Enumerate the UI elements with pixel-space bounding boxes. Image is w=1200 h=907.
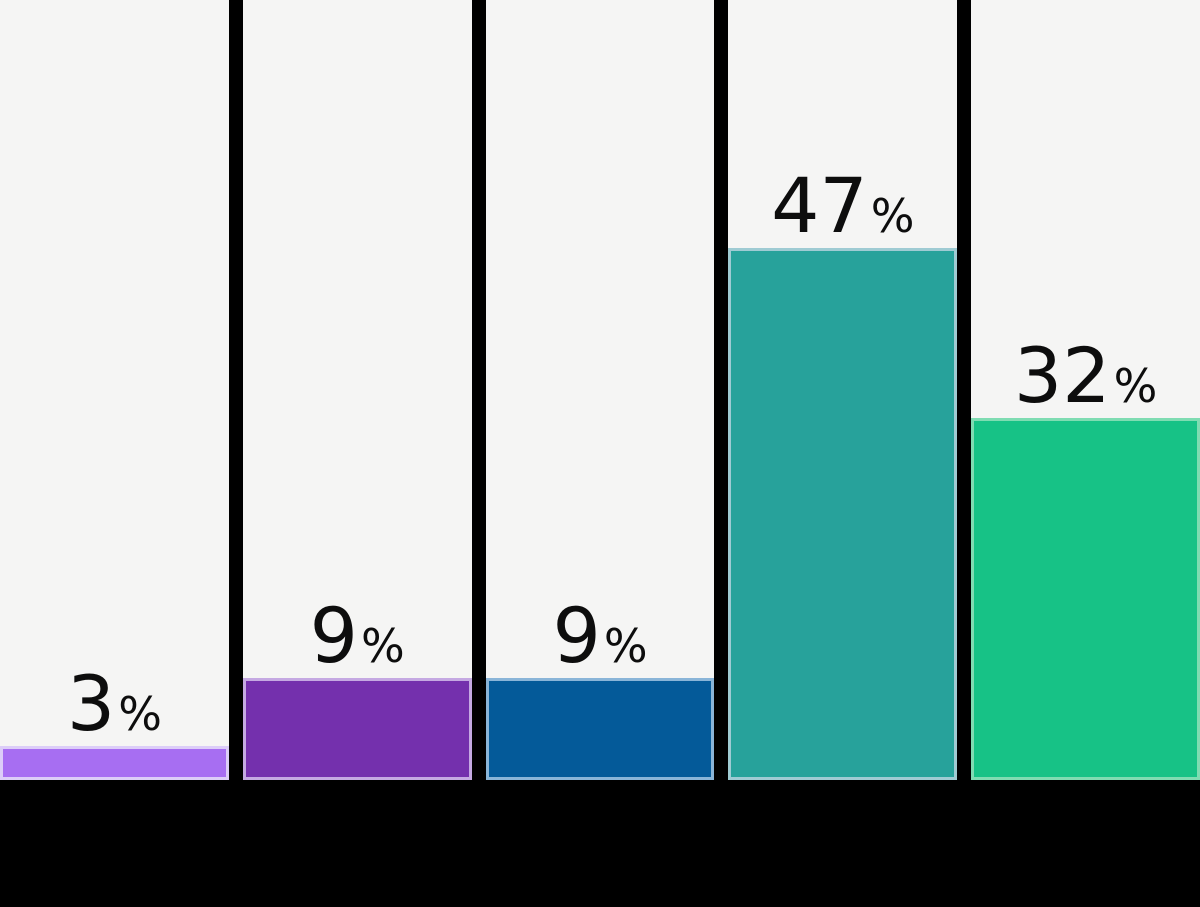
percent-sign: %	[603, 619, 648, 674]
bar-segment	[242, 678, 472, 780]
chart-column-1: 3%	[0, 0, 229, 780]
bar-segment	[485, 678, 715, 780]
bar-value-label: 3%	[0, 664, 229, 744]
bar-value-label: 47%	[728, 166, 957, 246]
chart-column-3: 9%	[485, 0, 715, 780]
bottom-strip	[0, 780, 1200, 907]
bar-value-number: 9	[309, 591, 359, 681]
percent-sign: %	[361, 619, 405, 674]
bar-value-number: 3	[66, 659, 116, 749]
bar-value-number: 9	[552, 591, 601, 681]
percent-sign: %	[870, 189, 915, 244]
bar-value-label: 9%	[243, 596, 472, 676]
bar-value-number: 47	[771, 161, 868, 251]
percent-sign: %	[118, 687, 162, 742]
percent-sign: %	[1113, 359, 1158, 414]
bar-chart: 3% 9% 9% 47% 32%	[0, 0, 1200, 780]
bar-segment	[971, 418, 1200, 780]
bar-segment	[0, 746, 229, 780]
chart-column-5: 32%	[971, 0, 1200, 780]
bar-segment	[728, 248, 958, 780]
bar-value-number: 32	[1013, 331, 1111, 421]
chart-column-2: 9%	[242, 0, 472, 780]
bar-value-label: 32%	[971, 336, 1200, 416]
bar-value-label: 9%	[486, 596, 715, 676]
chart-column-4: 47%	[728, 0, 958, 780]
